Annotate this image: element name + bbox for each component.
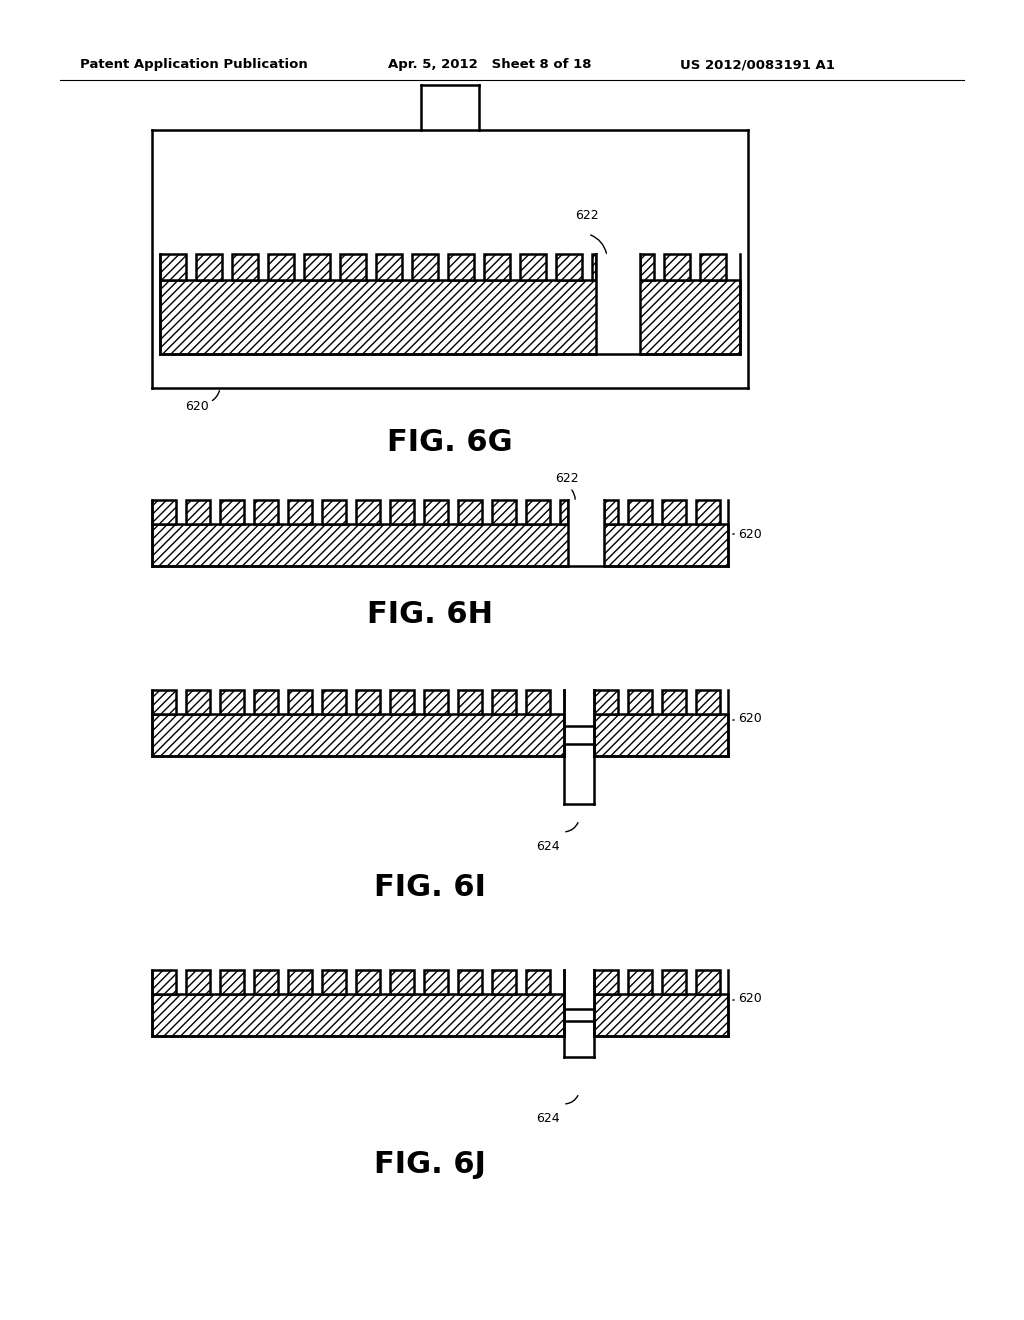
Polygon shape [152,500,176,524]
Text: 622: 622 [575,209,599,222]
Polygon shape [390,500,414,524]
Polygon shape [568,500,604,568]
Polygon shape [322,500,346,524]
Polygon shape [152,970,176,994]
Polygon shape [458,500,482,524]
Text: FIG. 6J: FIG. 6J [374,1150,486,1179]
Polygon shape [594,714,728,756]
Polygon shape [424,500,449,524]
Polygon shape [560,500,568,524]
Polygon shape [594,970,618,994]
Polygon shape [492,970,516,994]
Polygon shape [696,690,720,714]
Polygon shape [640,253,654,280]
Polygon shape [288,500,312,524]
Polygon shape [424,970,449,994]
Polygon shape [556,253,582,280]
Polygon shape [356,500,380,524]
Polygon shape [662,690,686,714]
Polygon shape [268,253,294,280]
Polygon shape [390,690,414,714]
Polygon shape [526,690,550,714]
Text: 622: 622 [555,473,579,484]
Polygon shape [356,970,380,994]
Polygon shape [390,970,414,994]
Polygon shape [288,970,312,994]
Text: 620: 620 [738,711,762,725]
Polygon shape [152,714,564,756]
Polygon shape [594,690,618,714]
Polygon shape [254,500,278,524]
Text: Apr. 5, 2012   Sheet 8 of 18: Apr. 5, 2012 Sheet 8 of 18 [388,58,592,71]
Polygon shape [186,970,210,994]
Polygon shape [322,970,346,994]
Polygon shape [186,500,210,524]
Polygon shape [288,690,312,714]
Polygon shape [304,253,330,280]
Text: 620: 620 [738,991,762,1005]
Polygon shape [254,970,278,994]
Polygon shape [526,970,550,994]
Polygon shape [424,690,449,714]
Text: 620: 620 [185,400,209,413]
Polygon shape [152,524,728,566]
Polygon shape [232,253,258,280]
Polygon shape [628,500,652,524]
Polygon shape [484,253,510,280]
Polygon shape [458,690,482,714]
Polygon shape [594,994,728,1036]
Polygon shape [492,500,516,524]
Polygon shape [356,690,380,714]
Polygon shape [152,690,176,714]
Polygon shape [696,970,720,994]
Polygon shape [700,253,726,280]
Polygon shape [186,690,210,714]
Polygon shape [564,1020,594,1036]
Polygon shape [152,994,564,1036]
Polygon shape [664,253,690,280]
Text: 624: 624 [537,840,560,853]
Text: FIG. 6H: FIG. 6H [367,601,493,630]
Polygon shape [322,690,346,714]
Polygon shape [458,970,482,994]
Polygon shape [196,253,222,280]
Polygon shape [592,253,596,280]
Text: US 2012/0083191 A1: US 2012/0083191 A1 [680,58,835,71]
Polygon shape [526,500,550,524]
Polygon shape [564,970,594,1008]
Polygon shape [696,500,720,524]
Polygon shape [449,253,474,280]
Polygon shape [376,253,402,280]
Polygon shape [628,690,652,714]
Polygon shape [520,253,546,280]
Polygon shape [628,970,652,994]
Polygon shape [254,690,278,714]
Text: Patent Application Publication: Patent Application Publication [80,58,308,71]
Polygon shape [220,970,244,994]
Polygon shape [604,500,618,524]
Polygon shape [160,253,186,280]
Polygon shape [662,500,686,524]
Text: 620: 620 [738,528,762,541]
Polygon shape [662,970,686,994]
Polygon shape [340,253,366,280]
Polygon shape [412,253,438,280]
Polygon shape [596,253,640,356]
Text: FIG. 6I: FIG. 6I [374,873,486,902]
Polygon shape [492,690,516,714]
Polygon shape [160,280,740,354]
Text: FIG. 6G: FIG. 6G [387,428,513,457]
Text: 624: 624 [537,1111,560,1125]
Polygon shape [564,744,594,756]
Polygon shape [220,690,244,714]
Polygon shape [220,500,244,524]
Polygon shape [564,690,594,726]
